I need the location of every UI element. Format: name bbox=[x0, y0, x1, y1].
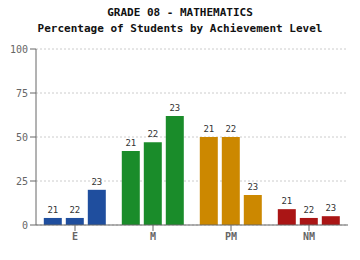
svg-text:25: 25 bbox=[16, 176, 28, 187]
svg-text:22: 22 bbox=[69, 205, 80, 215]
svg-text:22: 22 bbox=[303, 205, 314, 215]
svg-text:21: 21 bbox=[125, 138, 136, 148]
svg-text:23: 23 bbox=[247, 182, 258, 192]
svg-text:0: 0 bbox=[22, 220, 28, 231]
svg-text:M: M bbox=[150, 231, 156, 242]
svg-text:50: 50 bbox=[16, 132, 28, 143]
html-text:Percentage of Students by Achi: Percentage of Students by Achievement Le… bbox=[37, 22, 323, 35]
svg-text:21: 21 bbox=[47, 205, 58, 215]
svg-text:23: 23 bbox=[169, 103, 180, 113]
svg-text:PM: PM bbox=[225, 231, 237, 242]
svg-text:23: 23 bbox=[91, 177, 102, 187]
svg-text:NM: NM bbox=[303, 231, 315, 242]
svg-text:100: 100 bbox=[10, 44, 28, 55]
svg-text:75: 75 bbox=[16, 88, 28, 99]
html-text:GRADE 08 - MATHEMATICS: GRADE 08 - MATHEMATICS bbox=[107, 6, 253, 19]
svg-text:22: 22 bbox=[225, 124, 236, 134]
svg-text:21: 21 bbox=[203, 124, 214, 134]
svg-text:21: 21 bbox=[281, 196, 292, 206]
svg-text:23: 23 bbox=[325, 203, 336, 213]
svg-text:22: 22 bbox=[147, 129, 158, 139]
svg-text:E: E bbox=[72, 231, 78, 242]
